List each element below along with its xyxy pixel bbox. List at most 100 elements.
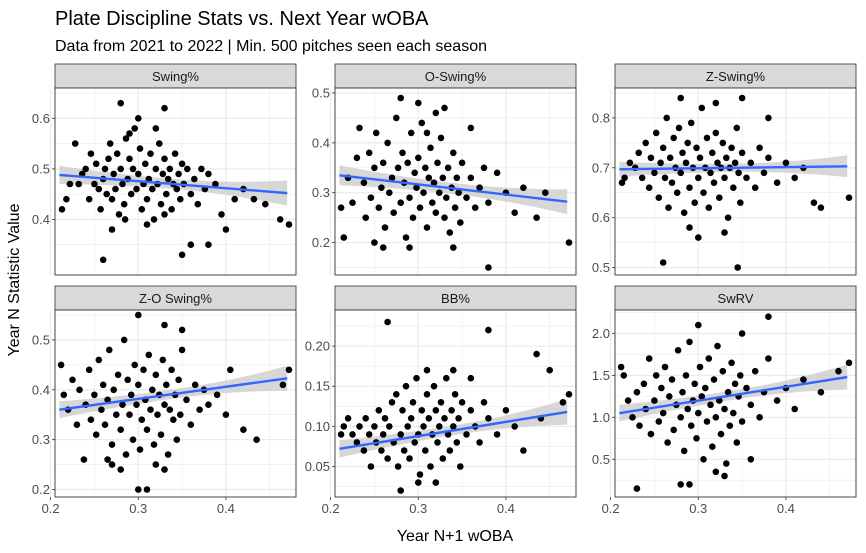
x-axis-label: Year N+1 wOBA (397, 528, 514, 545)
data-point (434, 439, 441, 446)
facet-strip (334, 63, 577, 89)
data-point (378, 447, 385, 454)
data-point (675, 124, 683, 132)
data-point (446, 229, 454, 236)
data-point (407, 129, 415, 137)
data-point (136, 446, 144, 453)
data-point (99, 381, 107, 389)
data-point (384, 455, 391, 462)
data-point (450, 149, 457, 157)
data-point (626, 159, 634, 167)
data-point (131, 125, 138, 132)
confidence-ribbon (619, 155, 848, 178)
data-point (386, 423, 393, 430)
data-point (222, 411, 230, 419)
data-point (651, 397, 658, 404)
data-point (178, 326, 186, 334)
data-point (87, 416, 95, 424)
data-point (92, 431, 100, 439)
data-point (721, 174, 728, 182)
data-point (378, 184, 385, 191)
data-point (463, 194, 470, 201)
data-point (415, 154, 422, 162)
data-point (356, 124, 363, 132)
data-point (791, 405, 798, 413)
data-point (666, 154, 674, 162)
data-point (63, 195, 70, 203)
data-point (691, 380, 698, 388)
data-point (638, 174, 646, 182)
data-point (485, 199, 492, 206)
data-point (394, 164, 402, 172)
data-point (716, 194, 723, 201)
data-point (751, 184, 759, 191)
data-point (113, 150, 121, 157)
data-point (511, 209, 518, 216)
data-point (227, 366, 234, 374)
data-point (279, 381, 287, 389)
data-point (87, 150, 95, 157)
data-point (661, 363, 669, 371)
data-point (95, 185, 103, 193)
y-tick-label: 0.10 (305, 419, 330, 434)
data-point (731, 380, 739, 388)
data-point (159, 170, 167, 178)
panel-border (334, 87, 577, 276)
data-point (119, 180, 126, 188)
data-point (645, 184, 653, 191)
data-point (642, 139, 649, 147)
data-point (353, 154, 361, 162)
data-point (437, 399, 445, 406)
data-point (413, 374, 420, 382)
data-point (418, 119, 426, 127)
data-point (213, 391, 221, 399)
data-point (113, 411, 120, 419)
data-point (154, 411, 161, 419)
facet-z-swing: Z-Swing% 0.5 0.6 0.7 0.8 (592, 63, 857, 276)
data-point (429, 199, 436, 206)
data-point (136, 145, 144, 152)
data-point (399, 407, 406, 414)
data-point (480, 164, 488, 172)
facet-swrv: SwRV 0.5 1.0 1.5 2.0 0.2 0.3 0.4 (592, 285, 857, 516)
data-point (436, 423, 443, 430)
data-point (285, 366, 293, 374)
data-point (110, 170, 117, 178)
data-point (187, 190, 195, 198)
data-point (765, 355, 772, 362)
data-point (371, 423, 378, 430)
data-point (103, 190, 110, 198)
data-point (394, 463, 402, 470)
data-point (457, 463, 464, 470)
data-point (698, 104, 706, 112)
data-point (164, 175, 172, 183)
data-point (661, 174, 669, 182)
data-point (157, 200, 165, 208)
data-point (647, 430, 655, 438)
data-point (367, 194, 375, 201)
data-point (400, 447, 408, 454)
data-point (652, 129, 660, 137)
data-point (415, 99, 422, 107)
data-point (360, 447, 368, 454)
data-point (397, 431, 405, 438)
data-point (420, 423, 427, 430)
data-point (640, 380, 648, 388)
data-point (168, 206, 175, 213)
trend-line (59, 173, 288, 195)
data-point (458, 159, 466, 167)
data-point (618, 179, 626, 186)
data-point (719, 139, 727, 147)
data-point (161, 321, 168, 329)
data-point (120, 200, 128, 208)
data-point (85, 366, 93, 374)
data-point (738, 149, 746, 157)
data-point (707, 401, 714, 409)
data-point (476, 439, 483, 446)
data-point (104, 456, 111, 463)
data-point (670, 426, 677, 434)
data-point (58, 206, 66, 213)
data-point (423, 366, 431, 374)
facet-o-swing: O-Swing% 0.2 0.3 0.4 0.5 (312, 63, 577, 276)
data-point (406, 455, 413, 462)
